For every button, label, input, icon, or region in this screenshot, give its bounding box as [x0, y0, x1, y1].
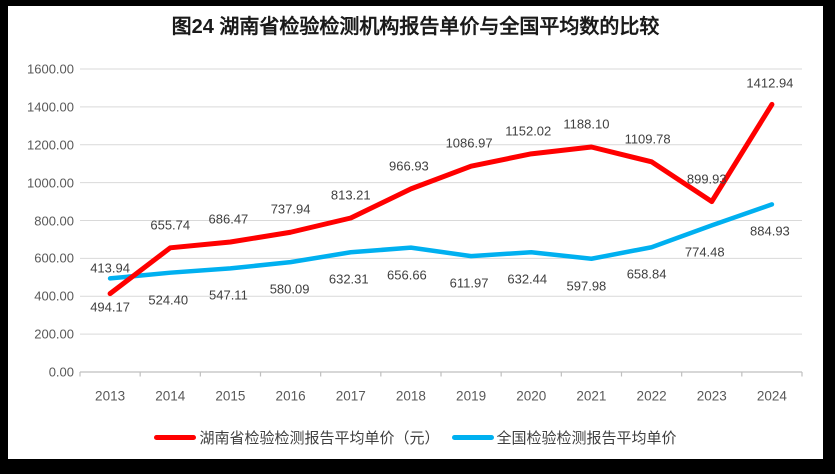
hunan-data-label: 1109.78: [624, 131, 671, 147]
hunan-data-label: 737.94: [270, 201, 311, 217]
hunan-data-label: 966.93: [389, 158, 429, 174]
hunan-data-label: 1412.94: [746, 75, 794, 91]
national-data-label: 413.94: [90, 260, 130, 276]
hunan-series-line: [107, 101, 775, 297]
x-axis-tick-label: 2018: [395, 388, 426, 404]
x-axis-tick-label: 2024: [756, 388, 787, 404]
hunan-data-label: 899.93: [686, 171, 727, 187]
national-data-label: 656.66: [387, 267, 427, 283]
national-data-label: 658.84: [626, 266, 667, 282]
legend-item-national: 全国检验检测报告平均单价: [451, 427, 677, 448]
y-axis-tick-label: 1400.00: [27, 99, 74, 115]
x-axis-tick-label: 2019: [456, 388, 487, 404]
legend-label-national: 全国检验检测报告平均单价: [496, 429, 677, 447]
x-axis-tick-label: 2022: [636, 388, 667, 404]
y-axis-tick-label: 600.00: [34, 250, 74, 266]
national-data-label: 524.40: [148, 292, 189, 308]
national-data-label: 611.97: [449, 275, 489, 291]
national-data-label: 547.11: [209, 287, 248, 303]
legend: 湖南省检验检测报告平均单价（元） 全国检验检测报告平均单价: [8, 426, 823, 448]
hunan-data-label: 655.74: [150, 217, 191, 233]
hunan-data-label: 1152.02: [505, 123, 552, 139]
national-data-label: 632.31: [328, 271, 369, 287]
national-data-label: 580.09: [269, 281, 310, 297]
legend-swatch-hunan-line: [154, 434, 197, 440]
y-axis-tick-label: 1600.00: [27, 61, 74, 77]
legend-item-hunan: 湖南省检验检测报告平均单价（元）: [154, 427, 440, 448]
national-data-label: 774.48: [684, 244, 725, 260]
hunan-data-label: 1086.97: [445, 135, 493, 151]
x-axis-tick-label: 2023: [696, 388, 727, 404]
y-axis-tick-label: 0.00: [48, 364, 74, 380]
x-axis-tick-label: 2015: [215, 388, 246, 404]
chart-title: 图24 湖南省检验检测机构报告单价与全国平均数的比较: [171, 16, 660, 38]
national-data-label: 597.98: [566, 278, 607, 294]
y-axis-tick-label: 800.00: [34, 213, 74, 228]
y-axis-tick-label: 400.00: [34, 288, 74, 304]
x-axis-tick-label: 2013: [95, 388, 126, 404]
hunan-data-label: 686.47: [208, 211, 249, 227]
national-series-line: [107, 202, 775, 281]
x-axis-tick-label: 2020: [516, 388, 547, 404]
hunan-data-label: 494.17: [90, 299, 130, 315]
legend-label-hunan: 湖南省检验检测报告平均单价（元）: [199, 429, 440, 447]
national-data-label: 632.44: [507, 271, 548, 287]
x-axis-tick-label: 2014: [155, 388, 186, 404]
hunan-data-label: 813.21: [330, 187, 371, 203]
y-axis-tick-label: 1000.00: [27, 175, 74, 191]
x-axis-tick-label: 2016: [275, 388, 306, 404]
y-axis-tick-label: 1200.00: [27, 137, 74, 153]
legend-swatch-national-line: [451, 434, 494, 440]
national-data-label: 884.93: [750, 223, 790, 239]
hunan-data-label: 1188.10: [563, 116, 610, 132]
x-axis-tick-label: 2021: [576, 388, 607, 404]
y-axis-tick-label: 200.00: [34, 326, 74, 342]
x-axis-tick-label: 2017: [335, 388, 366, 404]
